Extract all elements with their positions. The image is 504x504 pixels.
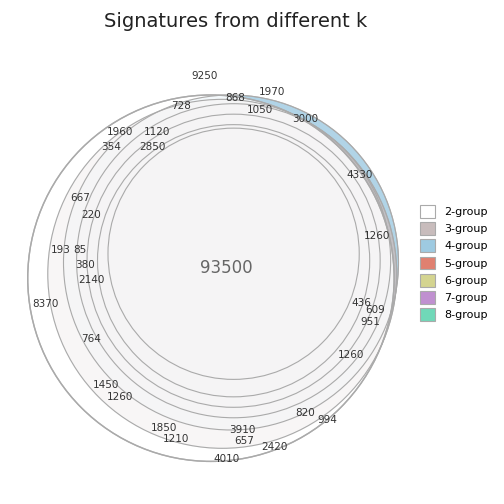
Text: 2140: 2140 [78,275,105,285]
Text: 1960: 1960 [107,127,134,137]
Text: 380: 380 [76,260,95,270]
Text: 1120: 1120 [144,127,170,137]
Text: 1970: 1970 [259,87,285,97]
Text: 436: 436 [352,298,372,307]
Text: 764: 764 [82,334,101,344]
Text: 2420: 2420 [262,443,288,453]
Text: 1260: 1260 [337,350,364,360]
Text: 728: 728 [171,101,191,111]
Text: 8370: 8370 [32,299,58,309]
Text: 1260: 1260 [363,231,390,241]
Text: 4010: 4010 [214,454,240,464]
Text: 193: 193 [51,245,71,255]
Text: 951: 951 [361,317,381,327]
Text: 1050: 1050 [246,105,273,115]
Circle shape [28,95,394,461]
Text: 820: 820 [295,408,315,418]
Circle shape [108,128,359,380]
Text: 3000: 3000 [292,113,318,123]
Text: 609: 609 [365,304,385,314]
Text: 868: 868 [225,93,245,103]
Text: 4330: 4330 [346,170,372,180]
Circle shape [77,104,391,418]
Text: 220: 220 [82,210,101,220]
Text: 354: 354 [101,142,121,152]
Text: 1450: 1450 [93,380,119,390]
Text: 9250: 9250 [192,71,218,81]
Circle shape [64,95,399,430]
Text: 1850: 1850 [151,423,177,433]
Text: 994: 994 [317,414,337,424]
Text: 2850: 2850 [139,142,166,152]
Text: 93500: 93500 [200,259,253,277]
Text: 1260: 1260 [107,392,134,402]
Text: 85: 85 [74,245,87,255]
Text: 657: 657 [234,436,254,447]
Circle shape [48,99,397,448]
Text: 1210: 1210 [163,434,189,444]
Circle shape [97,124,370,397]
Text: 3910: 3910 [229,425,256,435]
Text: 667: 667 [70,193,90,203]
Legend: 2-group, 3-group, 4-group, 5-group, 6-group, 7-group, 8-group: 2-group, 3-group, 4-group, 5-group, 6-gr… [417,201,491,325]
Circle shape [87,114,380,407]
Title: Signatures from different k: Signatures from different k [104,12,367,31]
